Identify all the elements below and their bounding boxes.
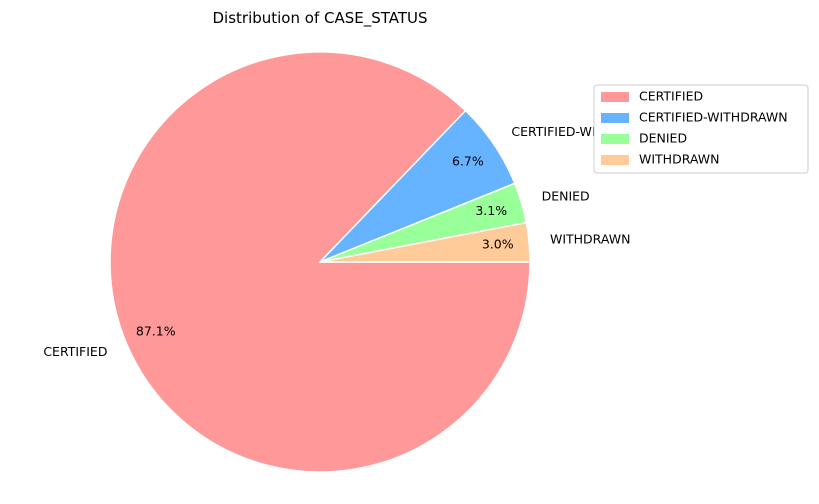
legend-label-denied: DENIED: [639, 131, 687, 146]
legend-swatch-withdrawn: [601, 155, 629, 165]
legend-label-certified: CERTIFIED: [639, 89, 703, 104]
legend-items: CERTIFIED CERTIFIED-WITHDRAWN DENIED WITHDR…: [601, 89, 788, 167]
pie-slices: [109, 51, 531, 473]
slice-percent-withdrawn: 3.0%: [482, 237, 514, 252]
legend-label-withdrawn: WITHDRAWN: [639, 152, 719, 167]
legend-label-certified-withdrawn: CERTIFIED-WITHDRAWN: [639, 110, 788, 125]
legend: CERTIFIED CERTIFIED-WITHDRAWN DENIED WITHDR…: [593, 84, 809, 174]
legend-swatch-certified-withdrawn: [601, 113, 629, 123]
slice-label-denied: DENIED: [542, 188, 590, 203]
slice-percent-denied: 3.1%: [475, 203, 507, 218]
legend-swatch-denied: [601, 134, 629, 144]
legend-swatch-certified: [601, 92, 629, 102]
slice-label-withdrawn: WITHDRAWN: [550, 232, 630, 247]
slice-label-certified: CERTIFIED: [43, 344, 107, 359]
legend-box: [593, 84, 809, 174]
pie-slice-withdrawn: [319, 221, 531, 263]
chart-title: Distribution of CASE_STATUS: [212, 9, 427, 28]
slice-percent-certified-withdrawn: 6.7%: [452, 154, 484, 169]
slice-percent-certified: 87.1%: [136, 323, 176, 338]
